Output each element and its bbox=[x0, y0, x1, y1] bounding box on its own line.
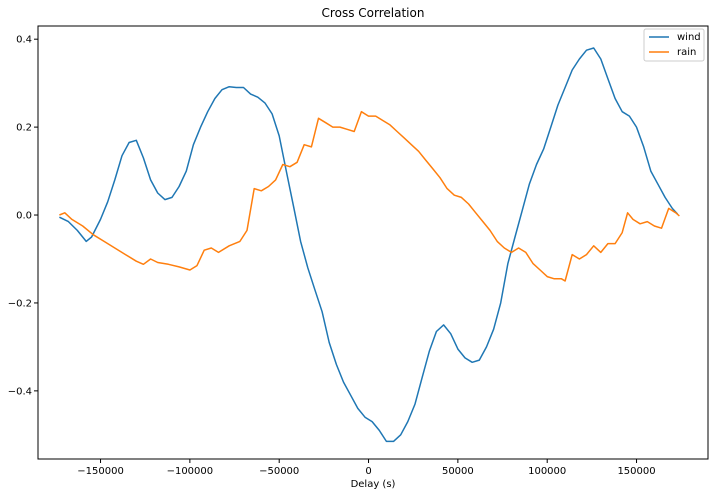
x-tick-label: 50000 bbox=[442, 466, 474, 477]
series-layer bbox=[59, 47, 680, 443]
y-tick-label: −0.4 bbox=[8, 386, 32, 397]
legend-label-wind: wind bbox=[677, 32, 701, 43]
plot-area bbox=[37, 25, 709, 460]
y-tick-label: 0.2 bbox=[16, 123, 32, 134]
x-axis: −150000 −100000 −50000 0 50000 100000 150000 bbox=[77, 459, 656, 477]
x-tick-label: 0 bbox=[365, 466, 371, 477]
series-line-wind bbox=[59, 47, 679, 443]
y-tick-label: 0.4 bbox=[16, 35, 32, 46]
x-tick-label: −100000 bbox=[167, 466, 214, 477]
x-tick-label: −50000 bbox=[259, 466, 299, 477]
x-axis-label: Delay (s) bbox=[351, 479, 396, 490]
y-tick-label: 0.0 bbox=[16, 211, 32, 222]
series-line-rain bbox=[59, 110, 680, 282]
x-tick-label: −150000 bbox=[77, 466, 124, 477]
x-tick-label: 150000 bbox=[617, 466, 655, 477]
y-tick-label: −0.2 bbox=[8, 298, 32, 309]
chart-title: Cross Correlation bbox=[322, 6, 425, 20]
x-tick-label: 100000 bbox=[528, 466, 566, 477]
plot-frame bbox=[37, 25, 709, 460]
legend: wind rain bbox=[643, 28, 705, 62]
legend-label-rain: rain bbox=[677, 47, 696, 58]
y-axis: −0.4 −0.2 0.0 0.2 0.4 bbox=[8, 35, 38, 397]
